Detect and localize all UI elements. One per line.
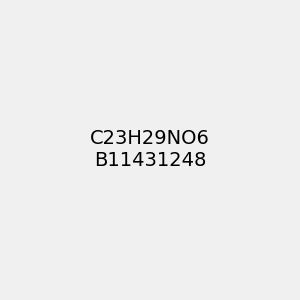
Text: C23H29NO6
B11431248: C23H29NO6 B11431248 [90, 130, 210, 170]
